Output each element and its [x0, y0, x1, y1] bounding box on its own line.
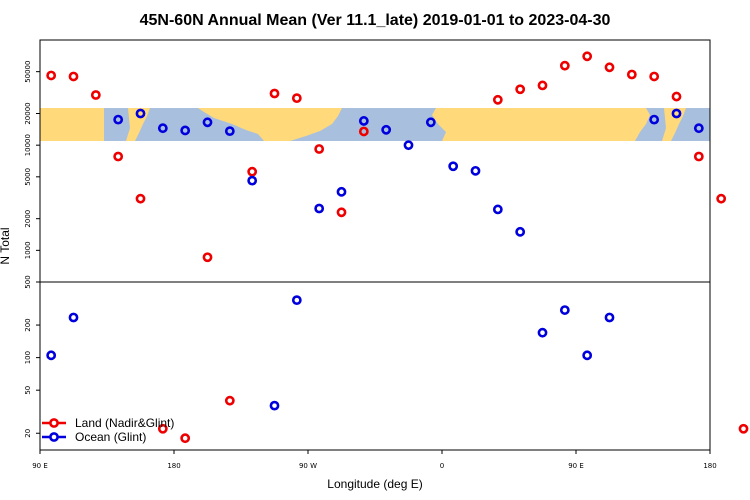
upper-y-tick-label: 5000 — [24, 168, 32, 186]
land-point — [492, 94, 503, 105]
ocean-point — [492, 204, 503, 215]
ocean-point — [559, 305, 570, 315]
ocean-point — [314, 203, 325, 214]
land-point — [224, 395, 235, 406]
ocean-point — [180, 125, 191, 136]
ocean-point — [381, 124, 392, 135]
ocean-point — [582, 350, 593, 361]
land-point — [716, 193, 727, 204]
upper-y-tick-label: 50000 — [24, 61, 32, 83]
legend-land-label: Land (Nadir&Glint) — [75, 416, 174, 430]
legend-ocean-marker — [49, 432, 59, 442]
legend: Land (Nadir&Glint)Ocean (Glint) — [42, 416, 174, 444]
land-point — [135, 193, 146, 204]
ocean-point — [224, 126, 235, 137]
data-points — [46, 51, 749, 444]
land-point — [157, 423, 168, 434]
chart-title: 45N-60N Annual Mean (Ver 11.1_late) 2019… — [140, 12, 611, 29]
x-axis-label: Longitude (deg E) — [327, 477, 422, 491]
y-axis-label: N Total — [0, 227, 12, 264]
upper-y-tick-label: 500 — [24, 275, 32, 288]
map-band-land-europe-asia — [432, 108, 650, 141]
land-point — [358, 126, 369, 137]
x-tick-label: 90 W — [299, 462, 317, 470]
land-point — [68, 71, 79, 82]
ocean-point — [247, 175, 258, 186]
lower-panel-frame — [39, 281, 711, 451]
land-point — [336, 207, 347, 218]
land-point — [604, 62, 615, 73]
land-point — [671, 91, 682, 102]
land-point — [738, 423, 749, 434]
ocean-point — [693, 123, 704, 134]
ocean-point — [202, 117, 213, 128]
land-point — [626, 69, 637, 80]
land-point — [649, 71, 660, 82]
ocean-point — [336, 186, 347, 197]
ocean-point — [113, 114, 124, 125]
legend-land-marker — [49, 418, 59, 428]
land-point — [202, 252, 213, 263]
upper-y-tick-label: 20000 — [24, 102, 32, 124]
land-point — [693, 151, 704, 162]
ocean-point — [470, 165, 481, 176]
x-tick-label: 90 E — [32, 462, 48, 470]
ocean-point — [671, 108, 682, 119]
x-tick-label: 0 — [440, 462, 444, 470]
land-point — [113, 151, 124, 162]
map-band — [40, 108, 710, 141]
ocean-point — [649, 114, 660, 125]
land-point — [559, 60, 570, 71]
ocean-point — [68, 312, 79, 323]
ocean-point — [403, 140, 414, 151]
land-point — [291, 93, 302, 104]
land-point — [582, 51, 593, 62]
land-point — [269, 88, 280, 99]
map-band-land-asia-west — [40, 108, 104, 141]
x-tick-label: 180 — [167, 462, 180, 470]
ocean-point — [157, 123, 168, 134]
land-point — [314, 144, 325, 154]
ocean-point — [604, 312, 615, 323]
ocean-point — [358, 116, 369, 126]
ocean-point — [46, 350, 57, 361]
lower-y-tick-label: 200 — [24, 318, 32, 331]
upper-y-tick-label: 1000 — [24, 241, 32, 259]
ocean-point — [269, 400, 280, 411]
axes: 90 E 180 90 W 0 90 E 180 500 1000 2000 5000 10000 2… — [24, 61, 717, 470]
ocean-point — [291, 295, 302, 306]
land-point — [247, 166, 258, 177]
legend-ocean-label: Ocean (Glint) — [75, 430, 146, 444]
lower-y-tick-label: 50 — [24, 386, 32, 395]
land-point — [515, 84, 526, 95]
land-point — [537, 80, 548, 91]
ocean-point — [448, 161, 459, 172]
land-point — [90, 90, 101, 100]
ocean-point — [425, 117, 436, 128]
upper-y-tick-label: 10000 — [24, 134, 32, 156]
map-band-land-north-america — [198, 108, 342, 141]
ocean-point — [135, 108, 146, 119]
ocean-point — [537, 327, 548, 338]
x-tick-label: 90 E — [568, 462, 584, 470]
upper-y-tick-label: 2000 — [24, 210, 32, 228]
land-point — [180, 433, 191, 444]
lower-y-tick-label: 20 — [24, 429, 32, 438]
land-point — [46, 70, 57, 81]
lower-y-tick-label: 100 — [24, 351, 32, 364]
x-tick-label: 180 — [703, 462, 716, 470]
ocean-point — [515, 226, 526, 237]
